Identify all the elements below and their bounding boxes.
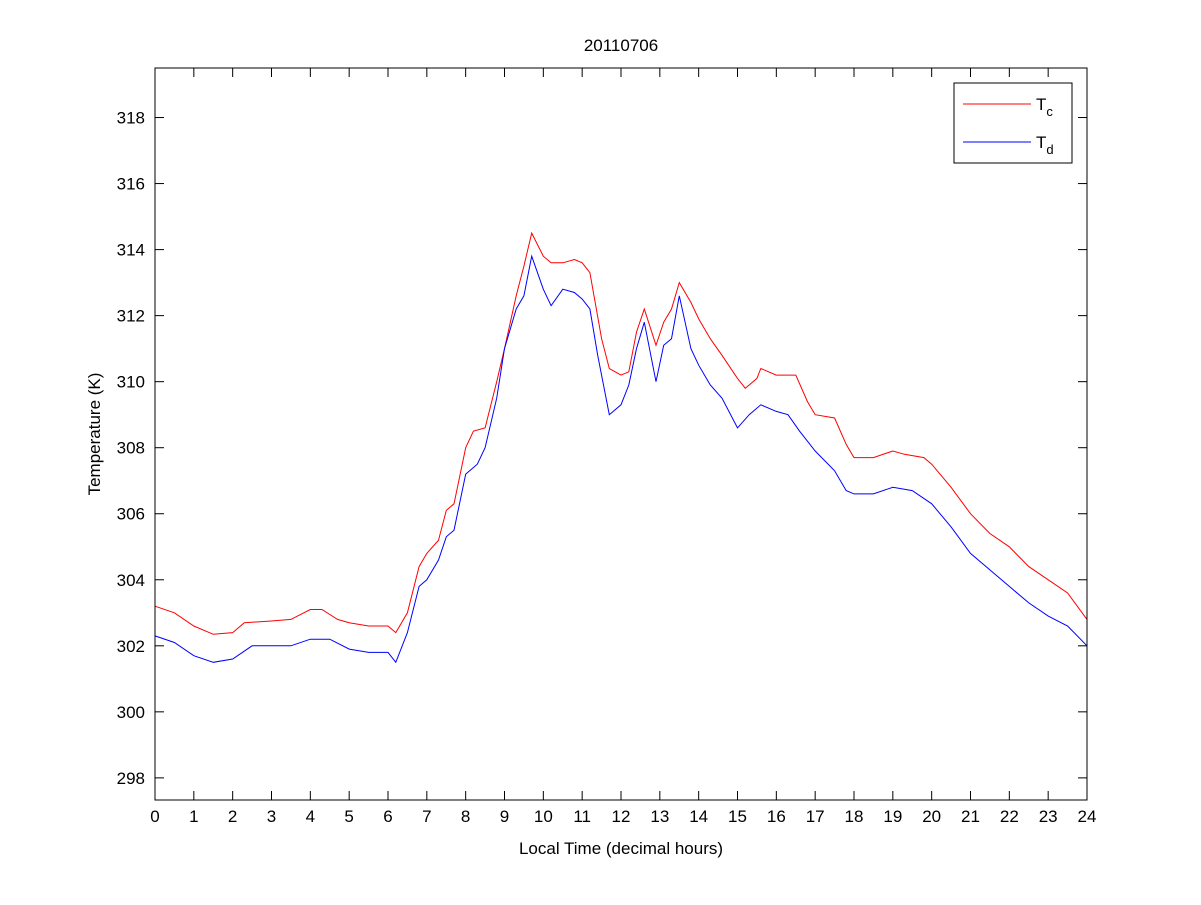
x-tick-label: 8 bbox=[461, 807, 470, 826]
x-tick-label: 11 bbox=[573, 807, 591, 826]
series-line-td bbox=[154, 254, 1088, 664]
x-tick-label: 21 bbox=[961, 807, 980, 826]
y-tick-label: 302 bbox=[117, 637, 145, 656]
x-axis-label: Local Time (decimal hours) bbox=[519, 839, 723, 858]
x-tick-label: 5 bbox=[344, 807, 353, 826]
x-tick-label: 10 bbox=[534, 807, 553, 826]
ticks-layer: 0 1 2 3 4 5 6 7 8 9 10 11 12 13 14 15 16 17 18 19 20 21 22 23 24… bbox=[117, 68, 1097, 826]
y-tick-label: 312 bbox=[117, 307, 145, 326]
x-tick-label: 9 bbox=[500, 807, 509, 826]
x-tick-label: 6 bbox=[383, 807, 392, 826]
x-tick-label: 14 bbox=[689, 807, 708, 826]
x-tick-label: 16 bbox=[767, 807, 786, 826]
x-tick-label: 18 bbox=[845, 807, 864, 826]
y-tick-label: 306 bbox=[117, 505, 145, 524]
y-tick-label: 318 bbox=[117, 109, 145, 128]
x-tick-label: 2 bbox=[228, 807, 237, 826]
legend-box bbox=[953, 82, 1073, 164]
series-layer bbox=[154, 231, 1088, 664]
y-tick-label: 308 bbox=[117, 439, 145, 458]
x-tick-label: 13 bbox=[650, 807, 669, 826]
legend: Tc Td bbox=[953, 82, 1073, 164]
y-axis-label: Temperature (K) bbox=[85, 373, 104, 496]
y-tick-label: 300 bbox=[117, 703, 145, 722]
x-tick-label: 17 bbox=[806, 807, 825, 826]
x-tick-label: 19 bbox=[883, 807, 902, 826]
y-tick-label: 304 bbox=[117, 571, 145, 590]
x-tick-label: 20 bbox=[922, 807, 941, 826]
x-tick-label: 0 bbox=[150, 807, 159, 826]
x-tick-label: 24 bbox=[1078, 807, 1097, 826]
x-tick-label: 23 bbox=[1039, 807, 1058, 826]
x-tick-label: 15 bbox=[728, 807, 747, 826]
y-tick-label: 316 bbox=[117, 175, 145, 194]
plot-area-frame bbox=[154, 67, 1088, 801]
y-tick-label: 314 bbox=[117, 241, 145, 260]
x-tick-label: 3 bbox=[267, 807, 276, 826]
x-tick-label: 12 bbox=[612, 807, 631, 826]
legend-label-tc: Tc bbox=[1036, 95, 1053, 119]
series-line-tc bbox=[154, 231, 1088, 635]
y-tick-label: 298 bbox=[117, 769, 145, 788]
x-tick-label: 7 bbox=[422, 807, 431, 826]
chart-title: 20110706 bbox=[584, 36, 658, 55]
y-tick-label: 310 bbox=[117, 373, 145, 392]
x-tick-label: 1 bbox=[189, 807, 198, 826]
legend-label-td: Td bbox=[1036, 133, 1054, 157]
x-tick-label: 4 bbox=[306, 807, 315, 826]
x-tick-label: 22 bbox=[1000, 807, 1019, 826]
